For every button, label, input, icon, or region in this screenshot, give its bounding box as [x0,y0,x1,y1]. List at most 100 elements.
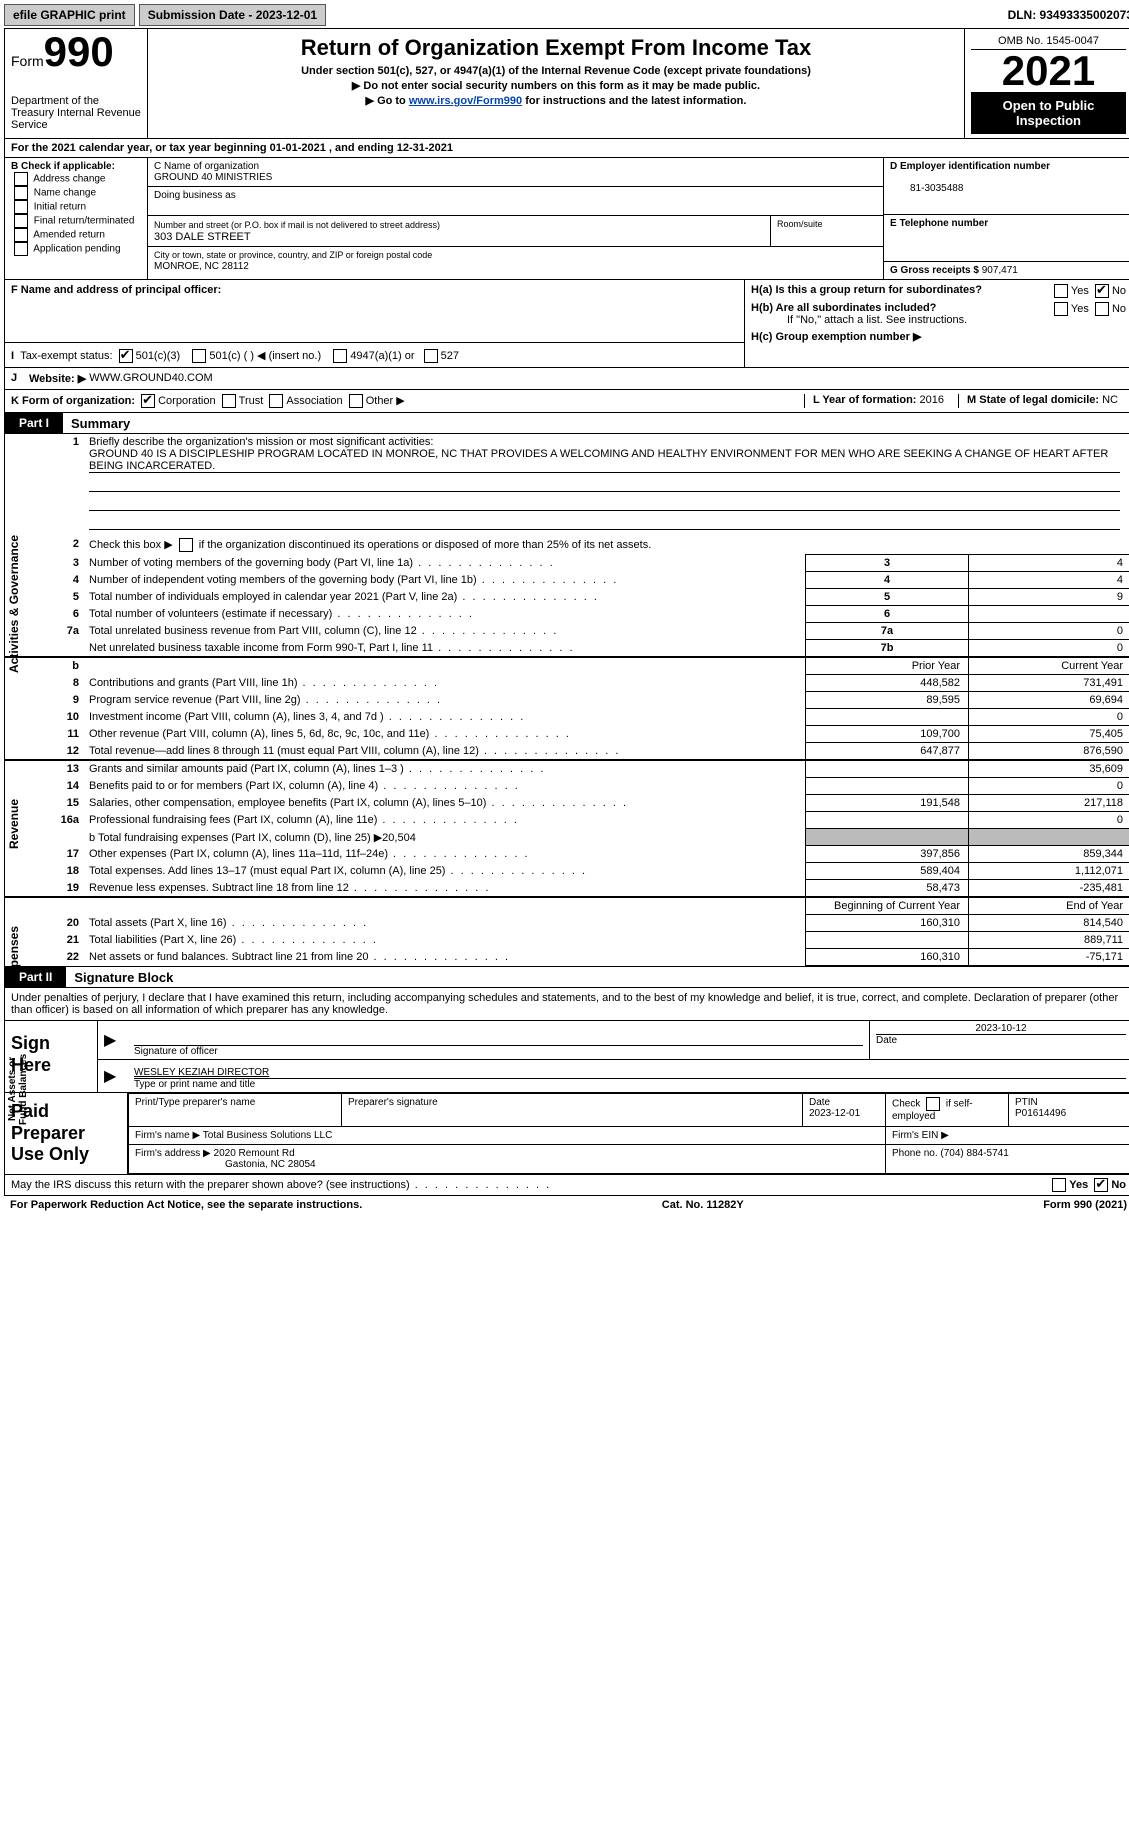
cb-trust[interactable] [222,394,236,408]
prep-sig-label: Preparer's signature [342,1094,803,1126]
cb-other[interactable] [349,394,363,408]
form-number: 990 [44,28,114,75]
prep-date-label: Date [809,1097,830,1108]
arrow-icon: ▶ [98,1060,128,1092]
col-end: End of Year [969,897,1129,915]
declaration-text: Under penalties of perjury, I declare th… [4,988,1129,1021]
firm-addr2: Gastonia, NC 28054 [135,1159,316,1170]
m-value: NC [1102,394,1118,406]
vlabel-revenue: Revenue [7,774,21,874]
form-header: Form990 Department of the Treasury Inter… [4,28,1129,139]
tax-year: 2021 [971,50,1126,92]
discuss-row: May the IRS discuss this return with the… [4,1175,1129,1196]
line2-text: Check this box ▶ if the organization dis… [89,539,651,551]
cb-501c3[interactable] [119,349,133,363]
l-value: 2016 [920,394,944,406]
cb-assoc[interactable] [269,394,283,408]
efile-button[interactable]: efile GRAPHIC print [4,4,135,26]
row-k: K Form of organization: Corporation Trus… [4,390,1129,413]
col-current: Current Year [969,657,1129,675]
part1-header: Part I Summary [4,413,1129,434]
ptin-label: PTIN [1015,1097,1038,1108]
cb-527[interactable] [424,349,438,363]
form-footer: Form 990 (2021) [1043,1199,1127,1211]
firm-addr-label: Firm's address ▶ [135,1148,211,1159]
part2-title: Signature Block [66,970,173,985]
k-trust: Trust [239,395,264,407]
k-assoc: Association [286,395,342,407]
gross-receipts: 907,471 [982,265,1018,276]
cb-name-change[interactable] [14,186,28,200]
firm-ein-label: Firm's EIN ▶ [886,1126,1129,1144]
e-label: E Telephone number [890,218,988,229]
k-other: Other ▶ [366,395,405,407]
cb-application-pending[interactable] [14,242,28,256]
b-label: B Check if applicable: [11,161,115,172]
sig-name-value: WESLEY KEZIAH DIRECTOR [134,1067,1126,1078]
cb-amended-return[interactable] [14,228,28,242]
ein-value: 81-3035488 [890,183,963,194]
dba-label: Doing business as [154,190,236,201]
vlabel-governance: Activities & Governance [7,464,21,744]
mission-text: GROUND 40 IS A DISCIPLESHIP PROGRAM LOCA… [89,448,1120,473]
self-employed-cell: Check if self-employed [886,1094,1009,1126]
part2-header: Part II Signature Block [4,967,1129,988]
submission-date: Submission Date - 2023-12-01 [139,4,326,26]
arrow-icon: ▶ [98,1021,128,1059]
cb-initial-return[interactable] [14,200,28,214]
goto-post: for instructions and the latest informat… [522,95,746,107]
form-subtitle: Under section 501(c), 527, or 4947(a)(1)… [154,65,958,77]
ha-label: H(a) Is this a group return for subordin… [751,284,982,296]
sign-here-block: Sign Here ▶ Signature of officer 2023-10… [4,1021,1129,1093]
part1-title: Summary [63,416,130,431]
k-corp: Corporation [158,395,215,407]
cb-4947[interactable] [333,349,347,363]
period-row: For the 2021 calendar year, or tax year … [4,139,1129,158]
cb-corp[interactable] [141,394,155,408]
paid-preparer-block: Paid Preparer Use Only Print/Type prepar… [4,1093,1129,1175]
m-label: M State of legal domicile: [967,394,1099,406]
cb-discontinued[interactable] [179,538,193,552]
irs-link[interactable]: www.irs.gov/Form990 [409,95,522,107]
open-inspection: Open to Public Inspection [971,92,1126,134]
cb-hb-no[interactable] [1095,302,1109,316]
period-text: For the 2021 calendar year, or tax year … [11,142,453,154]
hc-label: H(c) Group exemption number ▶ [751,331,921,343]
cb-final-return-terminated[interactable] [14,214,28,228]
line1-label: Briefly describe the organization's miss… [89,436,433,448]
cb-address-change[interactable] [14,172,28,186]
discuss-text: May the IRS discuss this return with the… [11,1179,551,1191]
website-value: WWW.GROUND40.COM [89,372,212,385]
cb-ha-no[interactable] [1095,284,1109,298]
cat-number: Cat. No. 11282Y [662,1199,744,1211]
i-527: 527 [441,350,459,362]
col-begin: Beginning of Current Year [806,897,969,915]
j-label: Website: ▶ [29,372,86,385]
cb-self-employed[interactable] [926,1097,940,1111]
prep-name-label: Print/Type preparer's name [129,1094,342,1126]
firm-name-value: Total Business Solutions LLC [203,1130,333,1141]
c-label: C Name of organization [154,161,259,172]
k-label: K Form of organization: [11,395,135,407]
room-label: Room/suite [771,216,883,246]
row-j: J Website: ▶ WWW.GROUND40.COM [4,368,1129,390]
cb-hb-yes[interactable] [1054,302,1068,316]
cb-501c[interactable] [192,349,206,363]
i-label: Tax-exempt status: [20,350,112,362]
dept-label: Department of the Treasury Internal Reve… [11,95,141,131]
form-title: Return of Organization Exempt From Incom… [154,35,958,61]
cb-discuss-no[interactable] [1094,1178,1108,1192]
vlabel-netassets: Net Assets or Fund Balances [7,1044,29,1134]
line-b: b Total fundraising expenses (Part IX, c… [85,829,806,846]
note-goto: ▶ Go to www.irs.gov/Form990 for instruct… [154,94,958,107]
cb-discuss-yes[interactable] [1052,1178,1066,1192]
top-toolbar: efile GRAPHIC print Submission Date - 20… [4,4,1129,26]
ptin-value: P01614496 [1015,1108,1066,1119]
g-label: G Gross receipts $ [890,265,979,276]
cb-ha-yes[interactable] [1054,284,1068,298]
phone-label: Phone no. [892,1148,938,1159]
form-label: Form [11,53,44,69]
hb-label: H(b) Are all subordinates included? [751,302,936,314]
i-501c3: 501(c)(3) [136,350,181,362]
firm-addr1: 2020 Remount Rd [214,1148,295,1159]
